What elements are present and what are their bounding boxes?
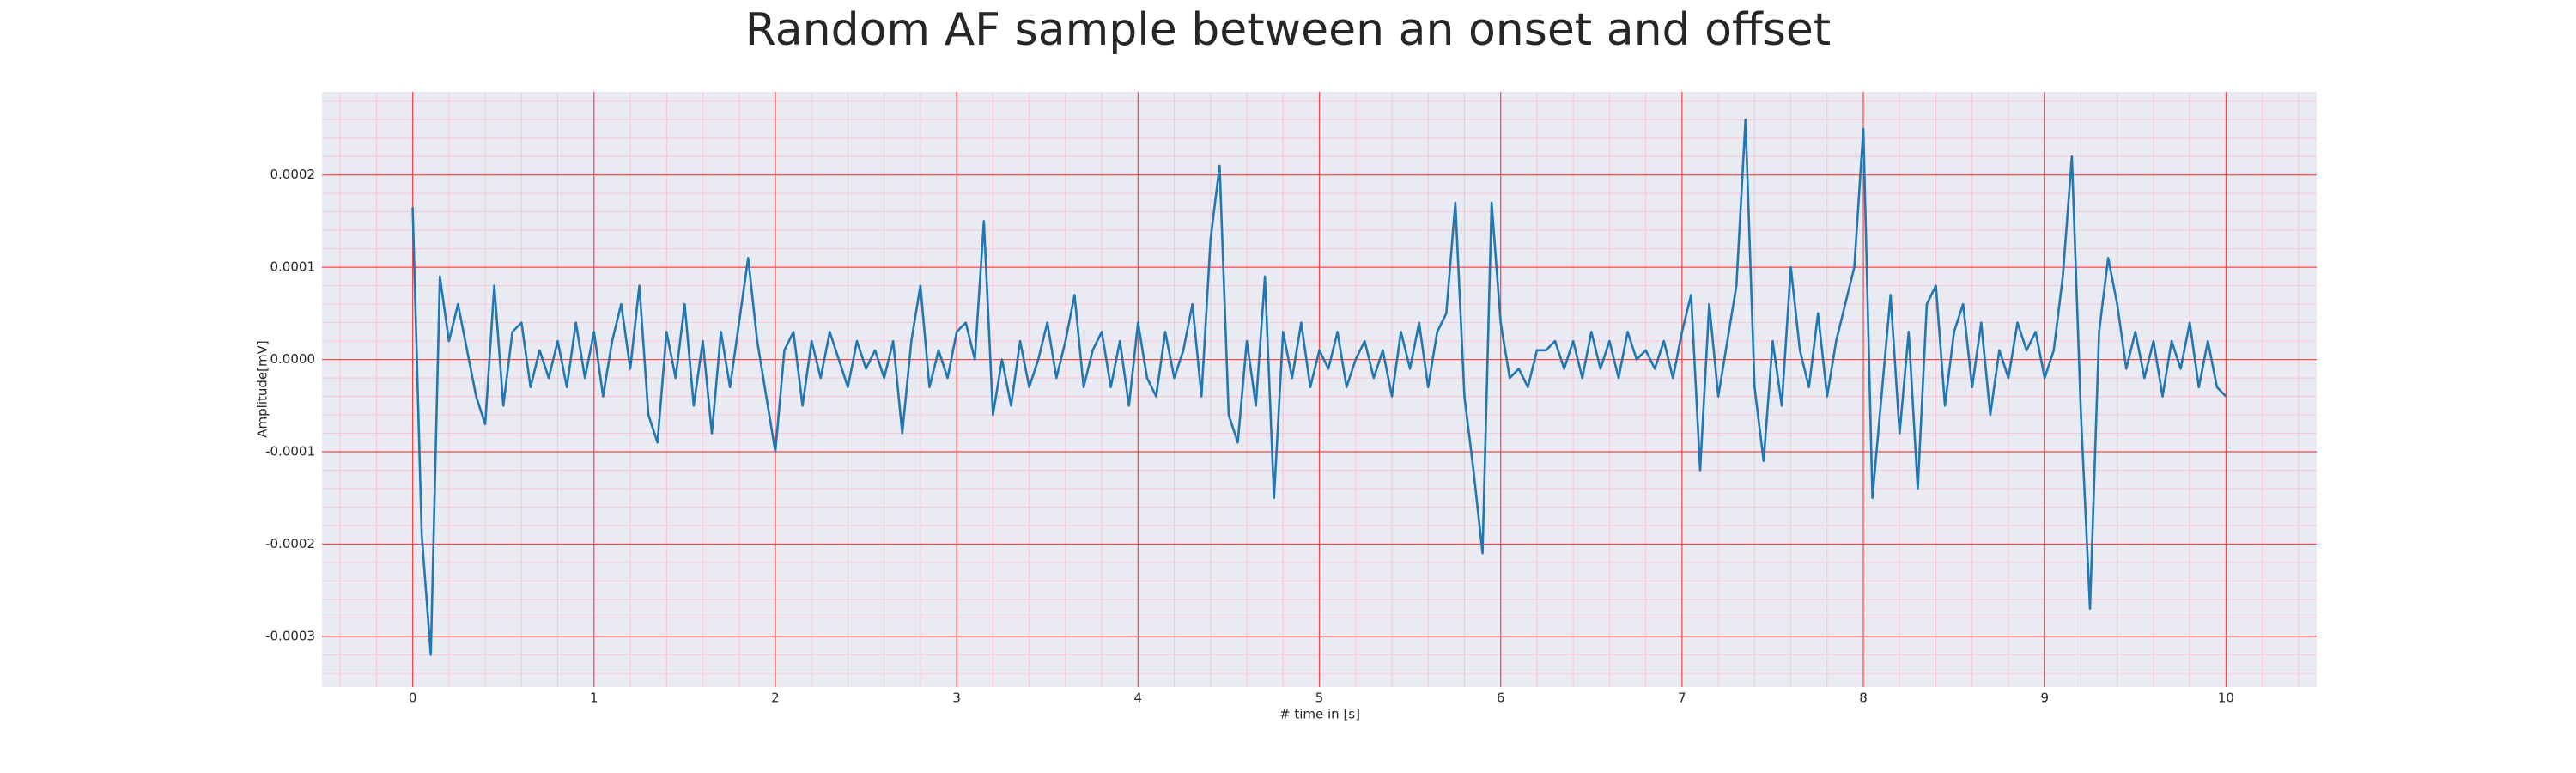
y-tick-label: -0.0001 <box>265 444 315 460</box>
x-tick-label: 2 <box>771 691 780 706</box>
x-axis-label: # time in [s] <box>1279 707 1360 722</box>
signal-line <box>411 118 2227 656</box>
x-tick-label: 3 <box>952 691 961 706</box>
y-tick-label: 0.0002 <box>270 167 316 182</box>
x-tick-label: 5 <box>1315 691 1324 706</box>
x-tick-label: 7 <box>1678 691 1686 706</box>
x-tick-label: 10 <box>2218 691 2234 706</box>
x-tick-label: 9 <box>2040 691 2049 706</box>
x-tick-label: 0 <box>409 691 417 706</box>
x-tick-label: 6 <box>1497 691 1505 706</box>
x-tick-label: 1 <box>590 691 598 706</box>
chart-title: Random AF sample between an onset and of… <box>745 4 1831 56</box>
x-tick-label: 8 <box>1859 691 1868 706</box>
y-tick-label: -0.0002 <box>265 536 315 551</box>
y-tick-label: -0.0003 <box>265 628 315 643</box>
y-axis-label: Amplitude[mV] <box>255 340 270 437</box>
y-tick-label: 0.0000 <box>270 351 316 367</box>
x-tick-label: 4 <box>1134 691 1143 706</box>
y-tick-label: 0.0001 <box>270 259 316 275</box>
